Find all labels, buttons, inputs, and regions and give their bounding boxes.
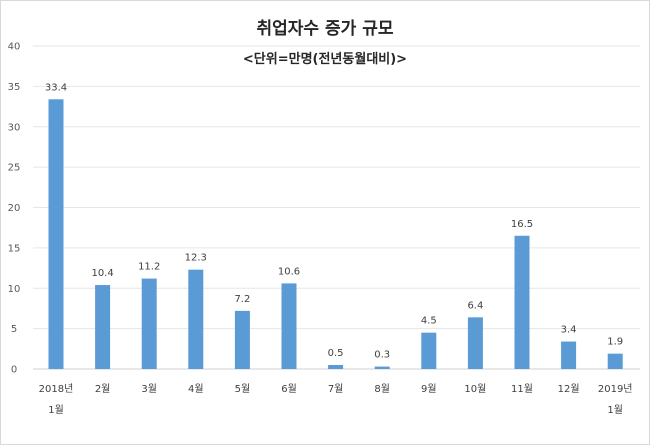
bar	[514, 235, 530, 369]
x-tick-label: 1월	[607, 404, 623, 416]
bar	[467, 317, 483, 369]
bar	[234, 310, 250, 369]
data-label: 0.3	[374, 350, 390, 361]
data-label: 10.4	[91, 268, 113, 279]
data-label: 10.6	[278, 266, 300, 277]
y-tick-label: 20	[8, 203, 21, 214]
chart-title: 취업자수 증가 규모	[257, 18, 394, 39]
x-tick-label: 8월	[374, 383, 390, 395]
data-label: 4.5	[421, 316, 437, 327]
x-tick-label: 4월	[188, 383, 204, 395]
data-label: 33.4	[45, 82, 67, 93]
bar	[374, 366, 390, 369]
data-label: 16.5	[511, 219, 533, 230]
x-tick-label: 10월	[464, 383, 486, 395]
bar	[328, 364, 344, 369]
x-tick-label: 5월	[235, 383, 251, 395]
x-tick-label: 12월	[558, 383, 580, 395]
x-tick-label: 7월	[328, 383, 344, 395]
x-tick-label: 2019년	[598, 383, 633, 395]
data-label: 7.2	[234, 294, 250, 305]
bar	[188, 269, 204, 369]
data-label: 0.5	[328, 348, 344, 359]
data-label: 11.2	[138, 262, 160, 273]
x-tick-label: 2월	[95, 383, 111, 395]
y-tick-label: 25	[8, 163, 21, 174]
bar	[95, 285, 111, 369]
bar	[561, 341, 577, 369]
x-tick-label: 6월	[281, 383, 297, 395]
data-label: 1.9	[607, 337, 623, 348]
y-tick-label: 0	[11, 365, 17, 376]
y-tick-label: 5	[11, 324, 17, 335]
bar	[607, 353, 623, 369]
bar	[48, 99, 64, 370]
bar	[421, 332, 437, 369]
y-tick-label: 10	[8, 284, 21, 295]
x-tick-label: 3월	[141, 383, 157, 395]
x-tick-label: 11월	[511, 383, 533, 395]
x-tick-label: 9월	[421, 383, 437, 395]
y-tick-label: 15	[8, 243, 21, 254]
data-label: 6.4	[467, 300, 483, 311]
bar	[281, 283, 297, 369]
data-label: 12.3	[185, 253, 207, 264]
data-label: 3.4	[561, 325, 577, 336]
x-tick-label: 1월	[48, 404, 64, 416]
chart-subtitle: <단위=만명(전년동월대비)>	[243, 51, 407, 67]
y-tick-label: 35	[8, 82, 21, 93]
x-tick-label: 2018년	[39, 383, 74, 395]
bar	[141, 278, 157, 369]
y-tick-label: 40	[8, 42, 21, 53]
y-tick-label: 30	[8, 122, 21, 133]
